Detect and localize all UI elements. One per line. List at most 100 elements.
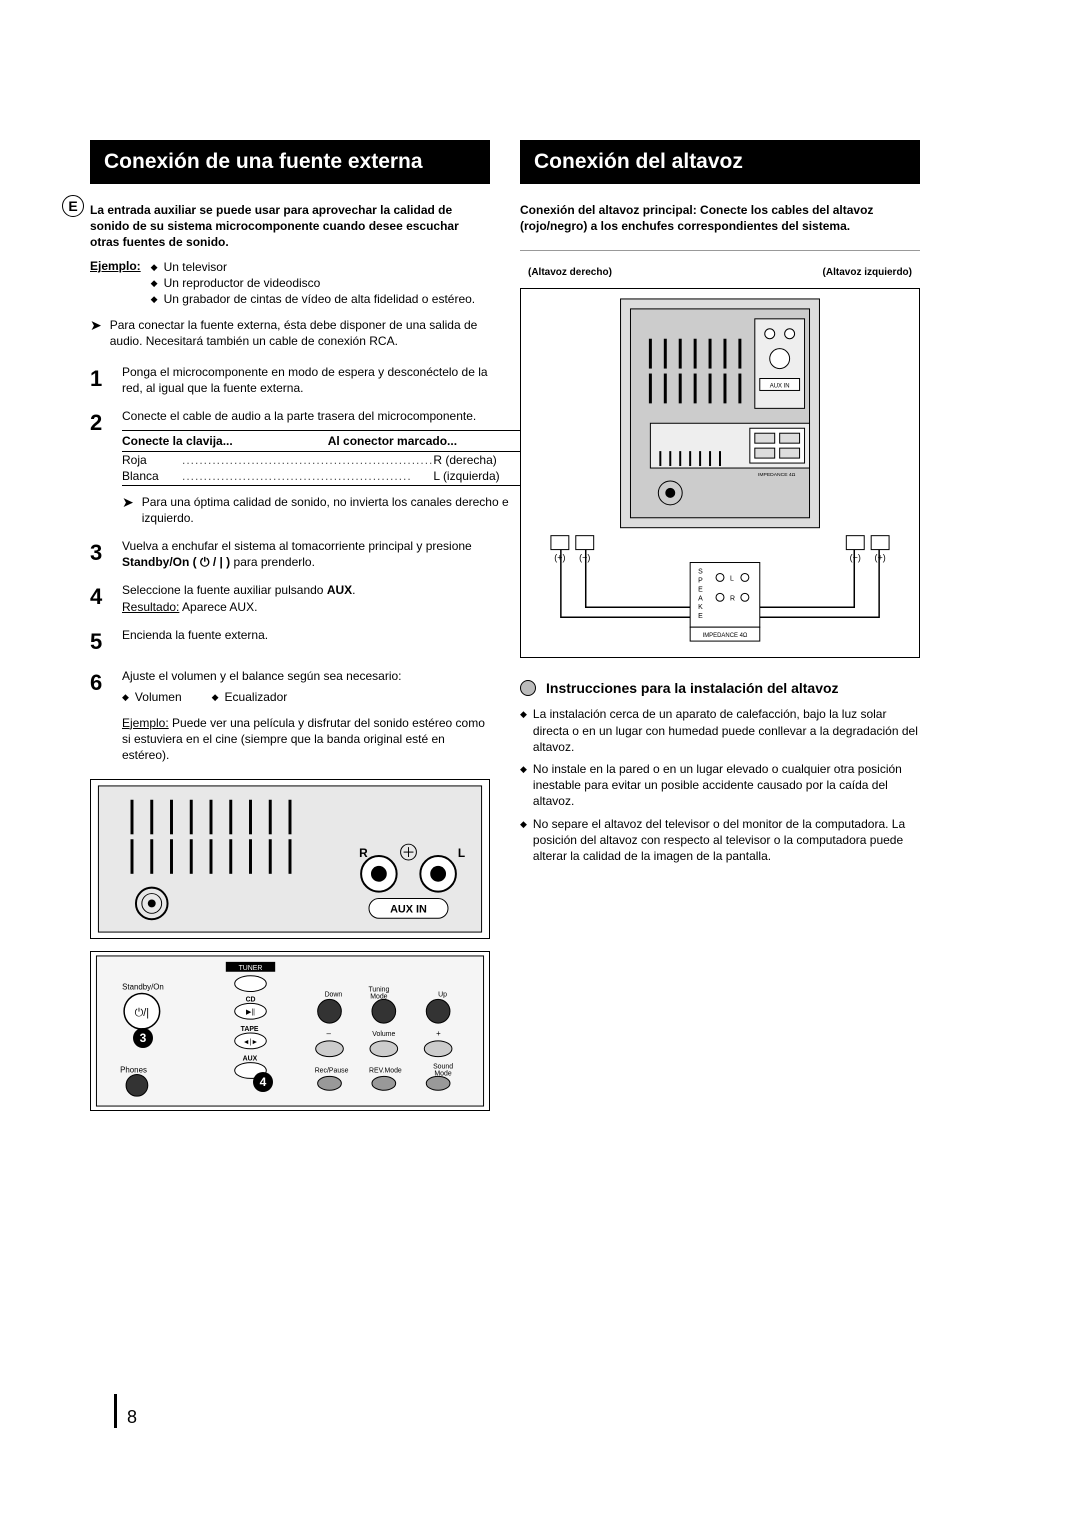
page-content: Conexión de una fuente externa La entrad…: [0, 0, 1080, 1171]
step-6: 6 Ajuste el volumen y el balance según s…: [90, 668, 490, 763]
arrow-text: Para conectar la fuente externa, ésta de…: [110, 317, 490, 349]
step-number: 2: [90, 408, 108, 526]
section-dot-icon: [520, 680, 536, 696]
step-bold: Standby/On ( ⏻ / | ): [122, 555, 230, 569]
example-item: Un televisor: [164, 259, 227, 275]
step-text: .: [352, 583, 355, 597]
svg-text:Up: Up: [438, 992, 447, 999]
table-cell: R (derecha): [433, 452, 533, 468]
svg-text:(+): (+): [875, 553, 886, 563]
svg-text:CD: CD: [246, 997, 256, 1004]
arrow-icon: ➤: [122, 495, 134, 526]
svg-text:◄|►: ◄|►: [243, 1039, 258, 1046]
step-number: 1: [90, 364, 108, 396]
table-dots: ........................................…: [182, 452, 433, 468]
step-text: Seleccione la fuente auxiliar pulsando: [122, 583, 327, 597]
svg-text:Down: Down: [325, 992, 343, 999]
example-item: Un reproductor de videodisco: [164, 275, 321, 291]
svg-text:(−): (−): [850, 553, 861, 563]
svg-text:L: L: [730, 576, 734, 583]
right-column: Conexión del altavoz Conexión del altavo…: [520, 140, 920, 1111]
table-header: Al conector marcado...: [328, 431, 534, 451]
bullet: Ecualizador: [225, 689, 288, 705]
svg-text:A: A: [698, 596, 703, 603]
step-body: Encienda la fuente externa.: [122, 627, 490, 657]
svg-text:E: E: [698, 587, 703, 594]
warning-list: La instalación cerca de un aparato de ca…: [520, 706, 920, 864]
example-item: Un grabador de cintas de vídeo de alta f…: [164, 291, 476, 307]
arrow-icon: ➤: [90, 318, 102, 349]
warning-item: No separe el altavoz del televisor o del…: [533, 816, 920, 865]
steps: 1 Ponga el microcomponente en modo de es…: [90, 364, 490, 764]
example-label: Ejemplo:: [122, 716, 169, 730]
example-list: Un televisor Un reproductor de videodisc…: [151, 259, 475, 308]
step-number: 5: [90, 627, 108, 657]
step2-note: ➤ Para una óptima calidad de sonido, no …: [122, 494, 533, 526]
left-column: Conexión de una fuente externa La entrad…: [90, 140, 490, 1111]
step-2: 2 Conecte el cable de audio a la parte t…: [90, 408, 490, 526]
svg-text:⏻/|: ⏻/|: [135, 1008, 149, 1020]
step-body: Ajuste el volumen y el balance según sea…: [122, 668, 490, 763]
step-body: Seleccione la fuente auxiliar pulsando A…: [122, 582, 490, 614]
speaker-top-labels: (Altavoz derecho) (Altavoz izquierdo): [520, 267, 920, 278]
speaker-illustration: AUX IN IMPEDANCE 4Ω (+): [520, 288, 920, 658]
page-number: 8: [114, 1394, 137, 1428]
example-text: Puede ver una película y disfrutar del s…: [122, 716, 485, 762]
svg-text:▶||: ▶||: [246, 1010, 255, 1017]
bullet: Volumen: [135, 689, 182, 705]
step-4: 4 Seleccione la fuente auxiliar pulsando…: [90, 582, 490, 614]
step-bold: AUX: [327, 583, 352, 597]
step-1: 1 Ponga el microcomponente en modo de es…: [90, 364, 490, 396]
result-text: Aparece AUX.: [182, 600, 257, 614]
svg-text:Standby/On: Standby/On: [122, 983, 164, 992]
example-label: Ejemplo:: [90, 259, 141, 308]
step-number: 3: [90, 538, 108, 570]
label-right-speaker: (Altavoz derecho): [528, 267, 612, 278]
warning-item: No instale en la pared o en un lugar ele…: [533, 761, 920, 810]
svg-text:Rec/Pause: Rec/Pause: [315, 1068, 349, 1075]
step-body: Conecte el cable de audio a la parte tra…: [122, 408, 533, 526]
panel-illustration: TUNER Standby/On Band Down Tuning Mode U…: [90, 951, 490, 1111]
svg-text:(−): (−): [579, 553, 590, 563]
svg-text:Phones: Phones: [120, 1066, 147, 1075]
warning-item: La instalación cerca de un aparato de ca…: [533, 706, 920, 755]
table-dots: ........................................…: [182, 468, 433, 484]
left-header: Conexión de una fuente externa: [90, 140, 490, 184]
r-label: R: [359, 846, 368, 860]
svg-text:K: K: [698, 605, 703, 612]
step-number: 6: [90, 668, 108, 763]
side-marker: E: [62, 195, 84, 217]
divider: [520, 250, 920, 251]
svg-text:(+): (+): [554, 553, 565, 563]
table-cell: L (izquierda): [433, 468, 533, 484]
arrow-note: ➤ Para conectar la fuente externa, ésta …: [90, 317, 490, 349]
result-label: Resultado:: [122, 600, 179, 614]
plug-table: Conecte la clavija... Al conector marcad…: [122, 430, 533, 486]
l-label: L: [458, 846, 465, 860]
svg-text:Volume: Volume: [372, 1031, 395, 1038]
right-header: Conexión del altavoz: [520, 140, 920, 184]
svg-text:P: P: [698, 578, 703, 585]
svg-text:AUX IN: AUX IN: [770, 384, 790, 390]
svg-text:IMPEDANCE 4Ω: IMPEDANCE 4Ω: [758, 472, 796, 478]
svg-text:TUNER: TUNER: [239, 965, 263, 972]
table-header: Conecte la clavija...: [122, 431, 328, 451]
svg-text:TAPE: TAPE: [241, 1026, 259, 1033]
aux-illustration: R L AUX IN: [90, 779, 490, 939]
svg-text:+: +: [436, 1029, 441, 1038]
note-text: Para una óptima calidad de sonido, no in…: [142, 494, 534, 526]
section-title: Instrucciones para la instalación del al…: [546, 680, 839, 696]
step-text: Vuelva a enchufar el sistema al tomacorr…: [122, 539, 472, 553]
step-3: 3 Vuelva a enchufar el sistema al tomaco…: [90, 538, 490, 570]
svg-text:R: R: [730, 596, 735, 603]
table-cell: Roja: [122, 452, 182, 468]
step-body: Ponga el microcomponente en modo de espe…: [122, 364, 490, 396]
svg-text:–: –: [327, 1029, 332, 1038]
section-head: Instrucciones para la instalación del al…: [520, 680, 920, 696]
aux-in-label: AUX IN: [390, 904, 427, 916]
label-left-speaker: (Altavoz izquierdo): [823, 267, 912, 278]
step-number: 4: [90, 582, 108, 614]
right-intro: Conexión del altavoz principal: Conecte …: [520, 202, 920, 234]
step-text: Ajuste el volumen y el balance según sea…: [122, 668, 490, 684]
svg-text:REV.Mode: REV.Mode: [369, 1068, 402, 1075]
